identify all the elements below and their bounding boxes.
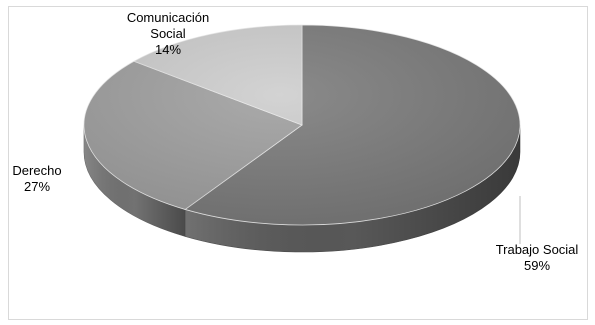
pie-side-shade <box>84 125 186 237</box>
data-label-comunicación-social: Comunicación Social 14% <box>127 10 209 57</box>
pie-top-shading <box>84 25 520 225</box>
data-label-trabajo-social: Trabajo Social 59% <box>496 242 579 273</box>
data-label-line: Derecho <box>12 163 61 178</box>
pie-slices <box>83 24 521 226</box>
pie-side-shade <box>185 125 520 252</box>
pie-labels: Trabajo Social 59% Derecho 27% Comunicación S… <box>12 10 578 273</box>
data-label-derecho: Derecho 27% <box>12 163 61 194</box>
data-label-line: Comunicación <box>127 10 209 25</box>
data-label-line: 59% <box>524 258 550 273</box>
data-label-line: 27% <box>24 179 50 194</box>
data-label-line: 14% <box>155 42 181 57</box>
data-label-line: Social <box>150 26 186 41</box>
data-label-line: Trabajo Social <box>496 242 579 257</box>
